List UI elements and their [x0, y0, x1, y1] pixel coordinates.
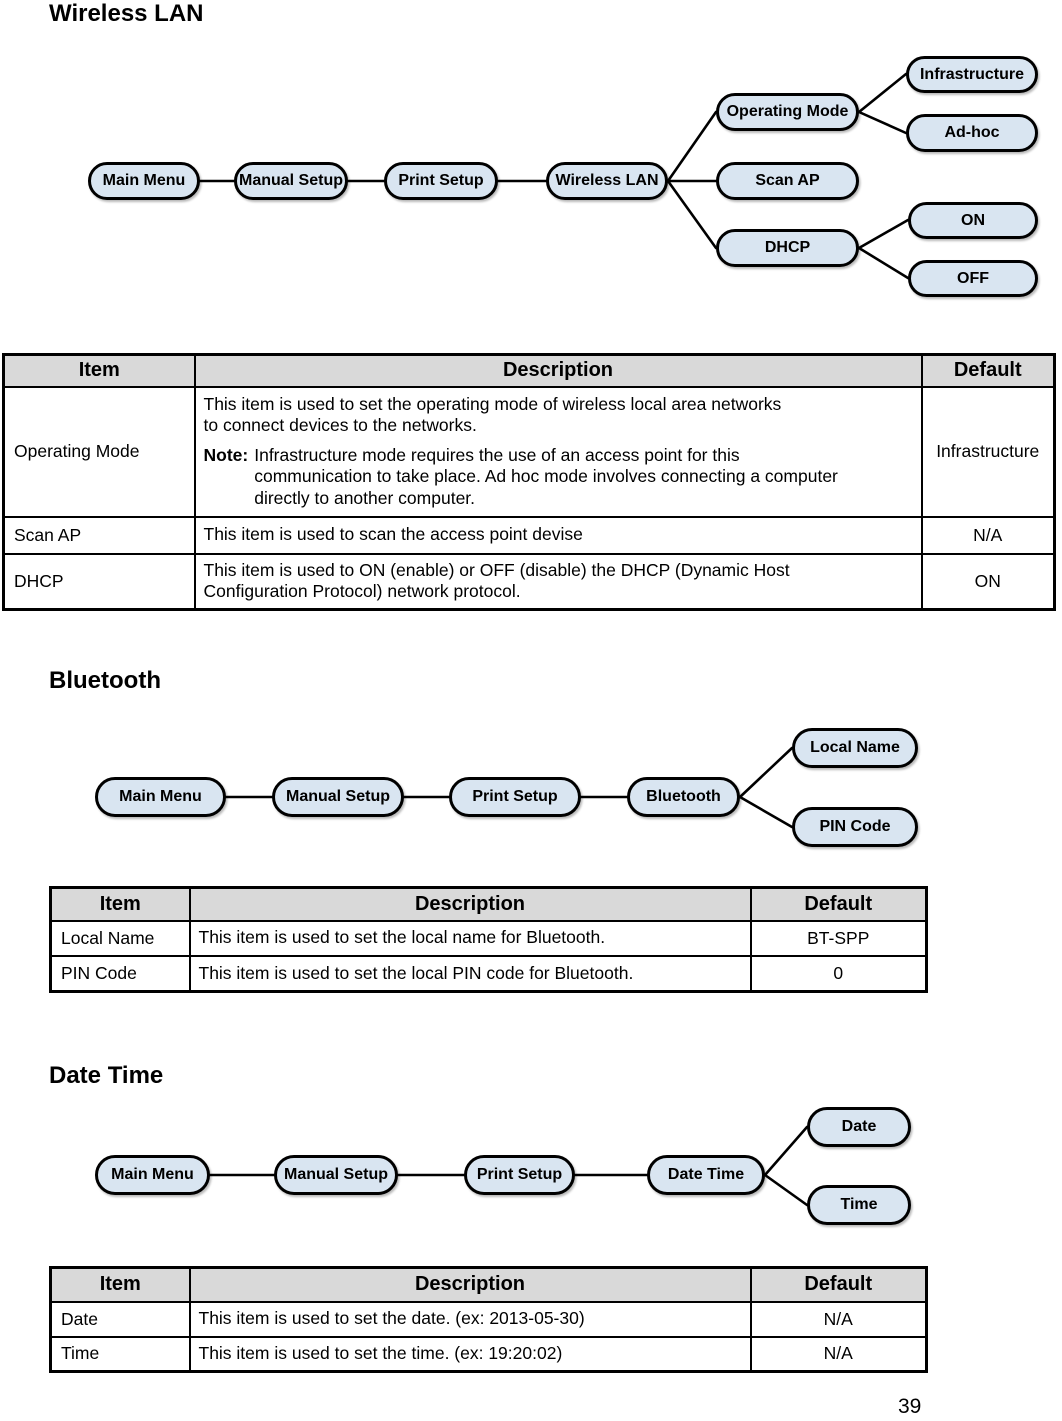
description-note: Note: Infrastructure mode requires the us… [204, 445, 913, 510]
column-header-default: Default [749, 1266, 928, 1303]
node-date: Date [807, 1107, 911, 1147]
description-text: This item is used to set the date. (ex: … [198, 1308, 585, 1329]
node-pin-code: PIN Code [792, 807, 918, 847]
description-cell: This item is used to set the local PIN c… [188, 954, 752, 993]
node-print-setup: Print Setup [449, 777, 581, 817]
note-text: Infrastructure mode requires the use of … [254, 444, 838, 508]
node-manual-setup: Manual Setup [274, 1155, 398, 1195]
description-text: This item is used to set the local PIN c… [198, 962, 634, 983]
column-header-description: Description [188, 886, 752, 922]
default-cell: 0 [749, 954, 928, 993]
node-print-setup: Print Setup [464, 1155, 575, 1195]
description-text: This item is used to set the local name … [198, 927, 606, 948]
description-cell: This item is used to set the operating m… [193, 385, 923, 518]
item-cell: Local Name [49, 919, 191, 957]
page-number: 39 [898, 1395, 922, 1418]
column-header-item: Item [2, 353, 196, 388]
node-off: OFF [908, 260, 1038, 297]
note-label: Note: [203, 444, 249, 465]
table-row: Operating Mode This item is used to set … [2, 385, 1056, 518]
node-main-menu: Main Menu [95, 1155, 210, 1195]
description-text: This item is used to set the time. (ex: … [198, 1343, 563, 1363]
wireless-lan-table: Item Description Default Operating Mode … [2, 353, 1056, 611]
table-header-row: Item Description Default [49, 1266, 928, 1303]
item-cell: DHCP [2, 552, 196, 611]
column-header-default: Default [920, 353, 1056, 388]
node-print-setup: Print Setup [384, 162, 498, 200]
description-text: This item is used to scan the access poi… [203, 524, 583, 545]
description-cell: This item is used to set the local name … [188, 919, 752, 957]
description-text: This item is used to set the operating m… [203, 393, 782, 436]
default-cell: N/A [920, 515, 1056, 555]
item-cell: Time [49, 1335, 191, 1373]
table-header-row: Item Description Default [49, 886, 928, 922]
table-row: Scan AP This item is used to scan the ac… [2, 515, 1056, 555]
item-cell: Operating Mode [2, 385, 196, 518]
default-cell: N/A [749, 1335, 928, 1373]
section-heading-wireless-lan: Wireless LAN [49, 0, 204, 27]
node-main-menu: Main Menu [88, 162, 200, 200]
table-header-row: Item Description Default [2, 353, 1056, 388]
node-infrastructure: Infrastructure [906, 56, 1038, 93]
item-cell: PIN Code [49, 954, 191, 993]
default-cell: ON [920, 552, 1056, 611]
section-heading-date-time: Date Time [49, 1062, 164, 1089]
node-ad-hoc: Ad-hoc [906, 114, 1038, 152]
node-main-menu: Main Menu [95, 777, 226, 817]
date-time-table: Item Description Default Date This item … [49, 1266, 928, 1373]
column-header-item: Item [49, 886, 191, 922]
table-row: Local Name This item is used to set the … [49, 919, 928, 957]
section-heading-bluetooth: Bluetooth [49, 667, 161, 694]
default-cell: BT-SPP [749, 919, 928, 957]
item-cell: Scan AP [2, 515, 196, 555]
table-row: PIN Code This item is used to set the lo… [49, 954, 928, 993]
description-cell: This item is used to set the date. (ex: … [188, 1300, 752, 1338]
node-scan-ap: Scan AP [716, 162, 859, 200]
table-row: Time This item is used to set the time. … [49, 1335, 928, 1373]
description-cell: This item is used to scan the access poi… [193, 515, 923, 555]
column-header-description: Description [193, 353, 923, 388]
node-bluetooth: Bluetooth [627, 777, 740, 817]
column-header-item: Item [49, 1266, 191, 1303]
node-local-name: Local Name [792, 728, 918, 768]
item-cell: Date [49, 1300, 191, 1338]
default-cell: N/A [749, 1300, 928, 1338]
node-on: ON [908, 202, 1038, 239]
table-row: DHCP This item is used to ON (enable) or… [2, 552, 1056, 611]
node-wireless-lan: Wireless LAN [546, 162, 668, 200]
default-cell: Infrastructure [920, 385, 1056, 518]
node-dhcp: DHCP [716, 229, 859, 267]
table-row: Date This item is used to set the date. … [49, 1300, 928, 1338]
description-cell: This item is used to ON (enable) or OFF … [193, 552, 923, 611]
description-text: This item is used to ON (enable) or OFF … [203, 559, 790, 602]
bluetooth-table: Item Description Default Local Name This… [49, 886, 928, 993]
node-manual-setup: Manual Setup [234, 162, 348, 200]
column-header-description: Description [188, 1266, 752, 1303]
node-manual-setup: Manual Setup [272, 777, 404, 817]
node-date-time: Date Time [647, 1155, 765, 1195]
description-cell: This item is used to set the time. (ex: … [188, 1335, 752, 1373]
node-time: Time [807, 1185, 911, 1225]
node-operating-mode: Operating Mode [716, 93, 859, 131]
column-header-default: Default [749, 886, 928, 922]
